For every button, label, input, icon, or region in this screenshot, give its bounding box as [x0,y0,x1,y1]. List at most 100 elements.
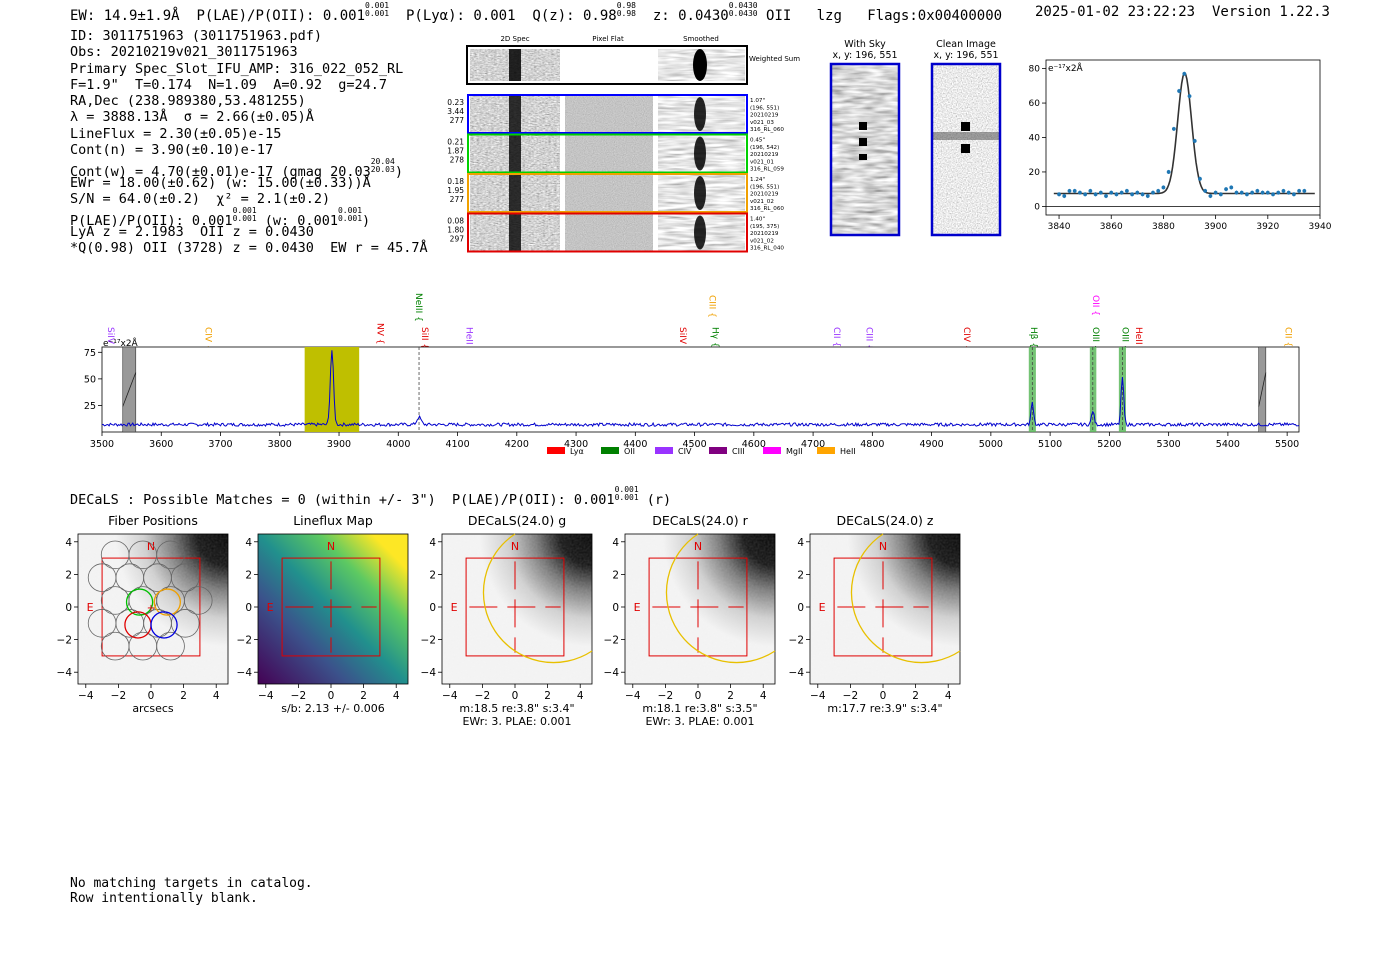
zoom-data-point [1281,188,1286,193]
panel-ytick: −2 [57,635,72,647]
panel-xtick: 4 [945,690,952,702]
east-marker: E [87,601,94,614]
panel-title: DECaLS(24.0) z [837,513,934,528]
cutout-meta: (196, 551) [750,105,779,111]
decals-summary: DECaLS : Possible Matches = 0 (within +/… [70,485,672,509]
panel-ytick: −4 [421,667,437,679]
panel-xtick: 2 [544,690,551,702]
zoom-data-point [1187,94,1192,99]
zoom-xtick-label: 3880 [1152,222,1175,232]
zoom-data-point [1166,170,1171,174]
emission-line-label: CII { [831,327,841,347]
zoom-data-point [1276,190,1281,195]
zoom-xtick-label: 3860 [1100,222,1123,232]
plya-value: P(Lyα): 0.001 [405,8,516,24]
fiber-circle [170,609,200,638]
panel-xlabel: m:18.1 re:3.8" s:3.5" [642,702,757,715]
zoom-data-point [1104,194,1108,198]
cutout-meta: 20210219 [750,113,779,119]
cutout-meta: v021_02 [750,238,774,244]
info-radec: RA,Dec (238.989380,53.481255) [70,93,306,110]
panel-ytick: 4 [429,537,436,549]
emission-line-label: OIII { [1090,327,1100,351]
emission-line-label: CIV { [961,327,971,351]
imaging-panel: Fiber Positions N E + −4 −4 −2 −2 0 0 2 2 4 4 arcsecs [57,513,229,715]
fiber-circle [170,563,200,592]
emission-line-label: SiII { [419,327,429,349]
zoom-unit-label: e⁻¹⁷x2Å [1048,62,1084,74]
line-id: OII [766,8,792,24]
search-box [465,557,565,657]
legend-label: HeII [840,447,856,456]
cutout-stat: 0.21 [447,138,464,147]
zoom-data-point [1265,190,1270,195]
fiber-circle [184,586,213,615]
cutout-stat: 278 [450,156,465,165]
aperture-ellipse [850,533,961,664]
zoom-data-point [1119,190,1124,195]
north-marker: N [694,540,702,553]
info-ewr: EWr = 18.00(±0.62) (w: 15.00(±0.33))Å [70,174,371,191]
cutout-meta: (196, 551) [750,184,779,190]
zoom-data-point [1245,192,1249,197]
cutout-meta: v021_03 [750,120,774,126]
spectrum-xtick-label: 3500 [90,439,114,450]
zoom-data-point [1239,190,1244,195]
zoom-data-point [1271,192,1275,197]
info-sn: S/N = 64.0(±0.2) χ² = 2.1(±0.2) [70,190,331,207]
clean-image-title: Clean Image [936,39,996,50]
cutout-stat: 297 [450,235,465,244]
clean-image-coords: x, y: 196, 551 [933,50,998,61]
panel-title: Lineflux Map [293,513,373,528]
fiber-circle [156,540,185,570]
north-marker: N [327,540,335,553]
zoom-data-point [1260,190,1265,195]
panel-xtick: −2 [658,690,673,702]
legend-label: OII [624,447,635,456]
info-obs: Obs: 20210219v021_3011751963 [70,44,298,61]
center-marker: + [147,603,155,614]
cutout-stat: 3.44 [447,107,464,116]
search-box [281,557,381,657]
info-id: ID: 3011751963 (3011751963.pdf) [70,28,322,44]
spectrum-ytick-label: 50 [84,374,96,385]
sky-panels: With Sky x, y: 196, 551 Clean Image x, y… [829,39,1002,237]
zoom-data-point [1286,190,1291,195]
panel-xtick: 0 [148,690,155,702]
legend-label: Lyα [570,447,584,456]
spectrum-xtick-label: 4400 [623,439,647,450]
weighted-sum-label: Weighted Sum [749,55,800,63]
zoom-data-point [1098,190,1103,195]
panel-xtick: −4 [258,690,274,702]
panel-ytick: 0 [612,602,619,614]
north-marker: N [147,540,155,553]
cutout-meta: 1.07" [750,98,765,104]
panel-xtick: −4 [78,690,94,702]
panel-xtick: −4 [442,690,458,702]
zoom-data-point [1067,188,1072,193]
zoom-data-point [1093,192,1098,197]
panel-sublabel: EWr: 3, PLAE: 0.001 [462,715,571,725]
legend-swatch [547,447,565,454]
zoom-data-point [1297,188,1302,193]
imaging-panel: Lineflux Map N E −4 −4 −2 −2 0 0 2 2 4 4 s/b: 2.13 +/… [237,513,409,715]
spectrum-xtick-label: 5100 [1038,439,1062,450]
emission-line-label: CII { [1282,327,1292,347]
emission-line-label: Hγ { [709,327,719,348]
cutout-stat: 0.18 [447,177,464,186]
zoom-data-point [1062,194,1067,198]
east-marker: E [451,601,458,614]
col-header-2dspec: 2D Spec [500,35,529,43]
spectrum-xtick-label: 5200 [1097,439,1121,450]
fiber-circle [156,631,185,661]
panel-xtick: 2 [912,690,919,702]
zoom-data-point [1088,188,1093,193]
cutout-frame [467,94,748,134]
panel-ytick: 2 [797,569,804,581]
info-contw: Cont(w) = 4.70(±0.01)e-17 (gmag 20.03 20.… [70,157,403,181]
info-qline: *Q(0.98) OII (3728) z = 0.0430 EW r = 45… [70,239,428,256]
zoom-data-point [1078,190,1082,195]
zoom-data-point [1208,194,1213,198]
matched-fiber [150,611,178,639]
